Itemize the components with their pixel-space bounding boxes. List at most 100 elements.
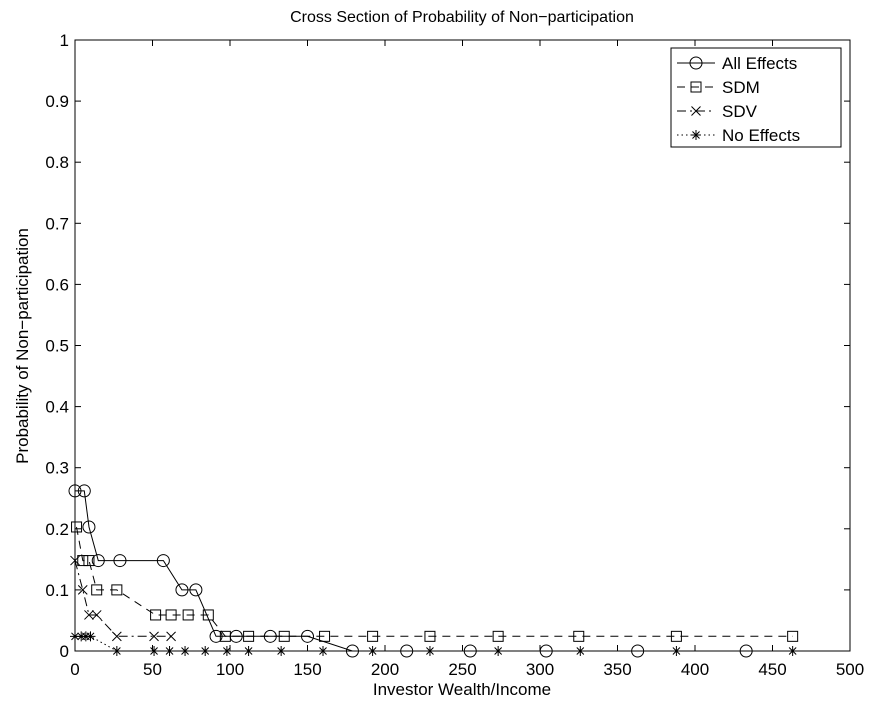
data-point	[318, 646, 328, 656]
y-axis-label: Probability of Non−participation	[13, 228, 32, 464]
data-point	[149, 646, 160, 656]
series-layer	[68, 484, 799, 658]
data-point	[91, 554, 105, 568]
series-line	[76, 526, 793, 637]
data-point	[166, 631, 176, 642]
data-point	[671, 646, 682, 656]
data-point	[424, 646, 435, 656]
data-point	[189, 583, 203, 597]
data-point	[70, 631, 80, 642]
x-tick-label: 50	[143, 660, 162, 679]
x-tick-label: 500	[836, 660, 864, 679]
y-tick-label: 0.6	[45, 275, 69, 294]
data-point	[301, 629, 314, 643]
legend-entry: No Effects	[677, 126, 800, 145]
series-line	[74, 560, 172, 637]
data-point	[91, 584, 103, 596]
series-sdm	[71, 521, 799, 642]
data-point	[111, 631, 122, 642]
data-point	[182, 609, 194, 621]
x-tick-label: 150	[293, 660, 321, 679]
series-line	[75, 490, 747, 652]
legend: All Effects SDM SDV No Effects	[670, 47, 842, 148]
axis-ticks: 0 50 100 150 200 250 300 350 400 450 500 0 0.1 0.2 0.3…	[45, 31, 864, 679]
data-point	[82, 520, 96, 534]
data-point	[175, 583, 189, 597]
x-tick-label: 300	[526, 660, 554, 679]
data-point	[111, 584, 123, 596]
legend-entry: SDM	[677, 78, 760, 97]
x-tick-label: 200	[371, 660, 399, 679]
data-point	[243, 630, 255, 642]
legend-entry: SDV	[677, 102, 758, 121]
legend-box	[670, 47, 842, 148]
series-no-effects	[70, 631, 798, 656]
legend-label: No Effects	[722, 126, 800, 145]
legend-label: All Effects	[722, 54, 797, 73]
x-tick-label: 100	[216, 660, 244, 679]
y-tick-label: 0.1	[45, 581, 69, 600]
data-point	[492, 630, 504, 642]
x-tick-label: 250	[448, 660, 476, 679]
y-tick-label: 0.2	[45, 520, 69, 539]
x-tick-label: 450	[758, 660, 786, 679]
data-point	[219, 630, 231, 642]
legend-marker	[690, 81, 702, 93]
legend-entry: All Effects	[677, 54, 797, 73]
data-point	[84, 610, 94, 620]
data-point	[493, 646, 504, 656]
series-all-effects	[68, 484, 753, 658]
y-tick-label: 0.8	[45, 153, 69, 172]
x-tick-label: 400	[681, 660, 709, 679]
data-point	[367, 630, 379, 642]
legend-marker	[689, 56, 703, 70]
data-point	[180, 646, 191, 656]
chart-title: Cross Section of Probability of Non−part…	[290, 9, 634, 26]
data-point	[83, 555, 95, 567]
x-axis-label: Investor Wealth/Income	[373, 680, 551, 699]
data-point	[319, 630, 331, 642]
x-tick-label: 350	[603, 660, 631, 679]
data-point	[165, 609, 177, 621]
y-tick-label: 0.5	[45, 337, 69, 356]
data-point	[670, 630, 682, 642]
data-point	[149, 631, 159, 642]
data-point	[70, 555, 80, 566]
data-point	[200, 646, 211, 656]
y-tick-label: 0.3	[45, 459, 69, 478]
data-point	[111, 646, 122, 656]
y-tick-label: 1	[60, 31, 69, 50]
data-point	[91, 610, 102, 620]
data-point	[71, 521, 83, 533]
y-tick-label: 0.9	[45, 92, 69, 111]
y-tick-label: 0.7	[45, 214, 69, 233]
data-point	[77, 484, 91, 498]
data-point	[221, 646, 232, 656]
x-tick-label: 0	[70, 660, 79, 679]
y-tick-label: 0.4	[45, 398, 69, 417]
data-point	[424, 630, 436, 642]
data-point	[77, 555, 89, 567]
data-point	[209, 629, 223, 643]
data-point	[575, 646, 586, 656]
data-point	[276, 646, 287, 656]
series-sdv	[70, 555, 176, 642]
data-point	[573, 630, 585, 642]
data-point	[150, 609, 162, 621]
data-point	[113, 554, 127, 568]
data-point	[278, 630, 290, 642]
data-point	[367, 646, 378, 656]
legend-marker	[691, 130, 701, 140]
data-point	[787, 646, 798, 656]
data-point	[156, 554, 170, 568]
legend-label: SDM	[722, 78, 760, 97]
data-point	[202, 609, 214, 621]
y-tick-label: 0	[60, 642, 69, 661]
legend-label: SDV	[722, 102, 758, 121]
data-point	[787, 630, 799, 642]
data-point	[85, 631, 96, 642]
legend-marker	[691, 106, 701, 116]
data-point	[68, 484, 82, 498]
data-point	[77, 585, 88, 595]
